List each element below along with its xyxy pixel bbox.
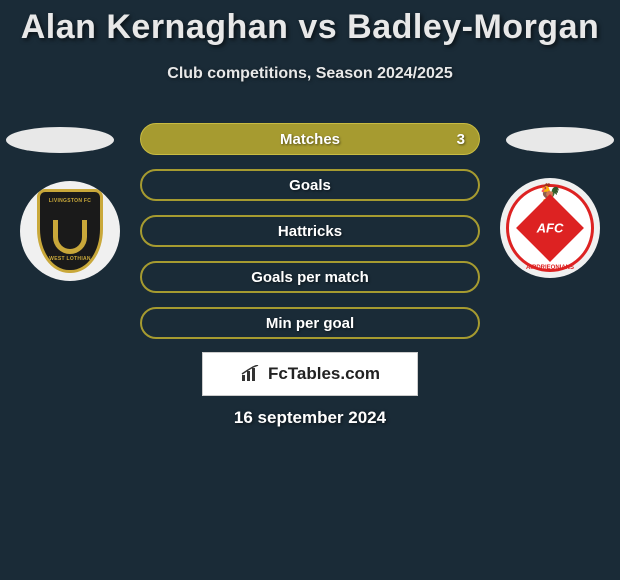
stats-container: Matches 3 Goals Hattricks Goals per matc… bbox=[140, 123, 480, 353]
stat-row-goals: Goals bbox=[140, 169, 480, 201]
stat-row-goals-per-match: Goals per match bbox=[140, 261, 480, 293]
page-title: Alan Kernaghan vs Badley-Morgan bbox=[0, 0, 620, 47]
afc-letters: AFC bbox=[537, 221, 564, 236]
stat-value-right: 3 bbox=[457, 131, 465, 148]
horseshoe-icon bbox=[53, 220, 87, 254]
stat-label: Min per goal bbox=[266, 315, 354, 332]
chart-icon bbox=[240, 365, 262, 383]
afc-banner: AIRDRIEONIANS bbox=[526, 265, 574, 271]
stat-label: Matches bbox=[280, 131, 340, 148]
stat-row-hattricks: Hattricks bbox=[140, 215, 480, 247]
stat-label: Goals per match bbox=[251, 269, 369, 286]
branding-text: FcTables.com bbox=[268, 364, 380, 384]
stat-label: Goals bbox=[289, 177, 331, 194]
subtitle: Club competitions, Season 2024/2025 bbox=[0, 65, 620, 83]
right-club-crest: 🐓 AFC AIRDRIEONIANS bbox=[500, 178, 600, 278]
left-club-crest: LIVINGSTON FC WEST LOTHIAN bbox=[20, 181, 120, 281]
shield-icon: LIVINGSTON FC WEST LOTHIAN bbox=[37, 189, 103, 273]
date-label: 16 september 2024 bbox=[0, 408, 620, 428]
afc-ring-icon: 🐓 AFC AIRDRIEONIANS bbox=[506, 184, 594, 272]
crest-bottom-text: WEST LOTHIAN bbox=[40, 256, 100, 262]
left-player-oval bbox=[6, 127, 114, 153]
branding-badge: FcTables.com bbox=[202, 352, 418, 396]
stat-row-min-per-goal: Min per goal bbox=[140, 307, 480, 339]
stat-row-matches: Matches 3 bbox=[140, 123, 480, 155]
stat-label: Hattricks bbox=[278, 223, 342, 240]
right-player-oval bbox=[506, 127, 614, 153]
crest-top-text: LIVINGSTON FC bbox=[40, 198, 100, 204]
